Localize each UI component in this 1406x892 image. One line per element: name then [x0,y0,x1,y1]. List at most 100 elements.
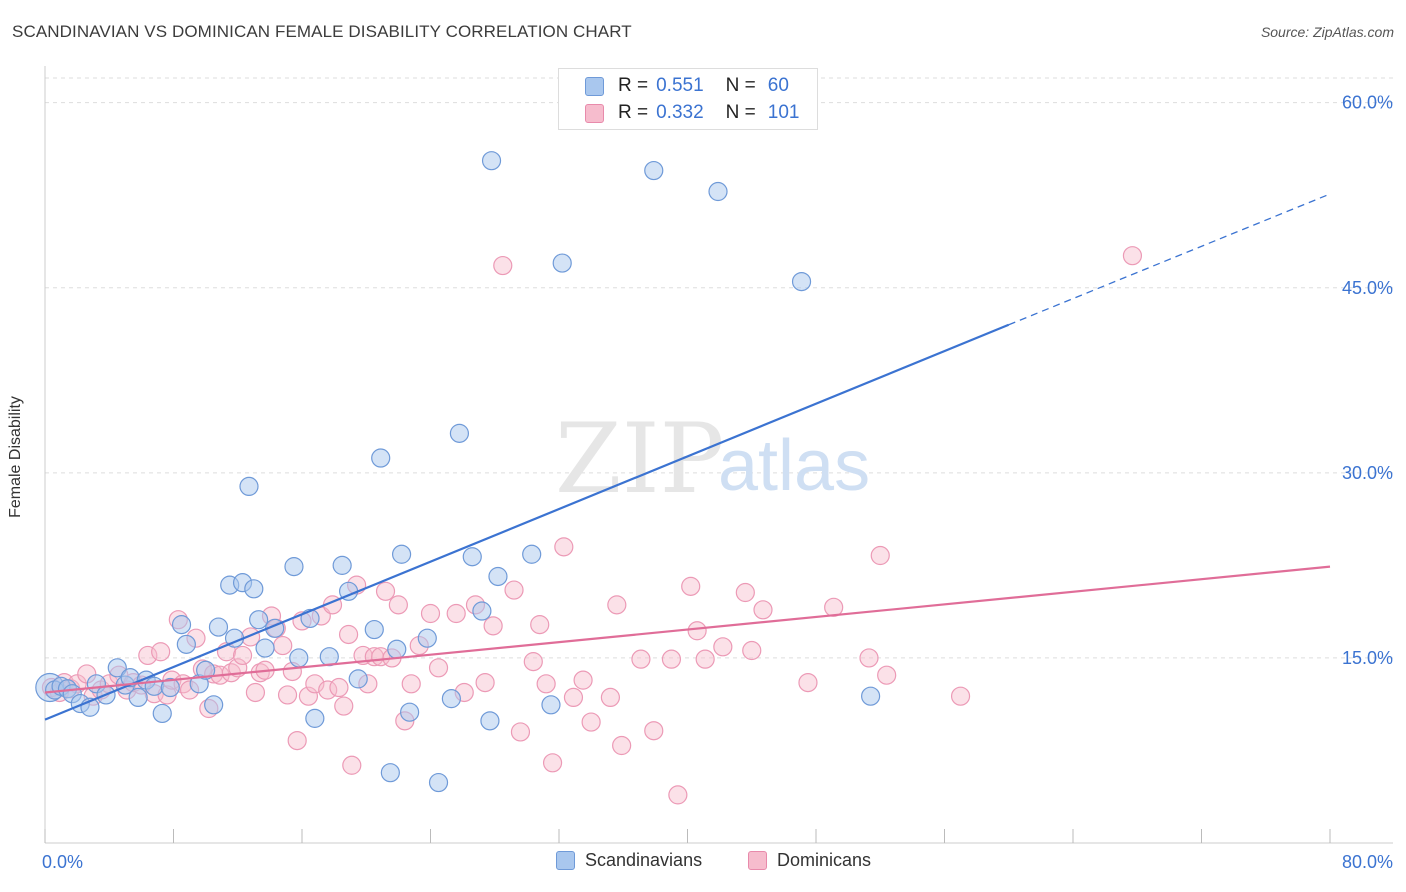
legend-swatch-blue [556,851,575,870]
dominicans-point [607,595,627,615]
dominicans-point [428,658,449,678]
watermark: ZIP atlas [555,403,870,515]
chart-title: SCANDINAVIAN VS DOMINICAN FEMALE DISABIL… [12,22,632,41]
scandinavians-point [160,677,180,698]
dominicans-point [950,686,971,706]
scandinavians-point [176,634,196,654]
dominicans-point [695,649,715,669]
dominicans-point [581,712,601,732]
scandinavians-point [239,476,259,497]
scandinavians-point [552,253,572,273]
grid-lines [45,77,1393,659]
legend-n-label: N = [725,75,756,96]
scandinavians-point [208,617,229,637]
scandinavians-point [255,638,275,658]
scandinavians-point [480,711,500,731]
dominicans-point [542,753,563,773]
scandinavians-point [861,686,881,706]
dominicans-point [401,674,421,694]
dominicans-point [668,785,688,805]
dominicans-point [573,670,593,690]
dominicans-point [138,645,158,666]
scandinavians-point [387,639,407,659]
scandinavians-point [144,676,164,696]
dominicans-point [504,580,524,600]
scandinavians-trend-extension [1008,193,1331,326]
scandinavians-point [400,702,420,722]
dominicans-point [329,677,349,698]
y-tick-label: 15.0% [1342,648,1393,668]
scandinavians-point [171,615,192,635]
dominicans-point [523,652,543,672]
y-tick-label: 45.0% [1342,278,1393,298]
dominicans-point [388,595,408,615]
correlation-legend: R = 0.551 N = 60 R = 0.332 N = 101 [558,68,818,130]
dominicans-points [41,246,1143,805]
dominicans-point [631,649,651,669]
legend-n-label: N = [725,102,756,123]
scandinavians-point [481,151,502,171]
dominicans-point [530,615,550,635]
legend-r-value: 0.551 [656,75,704,96]
dominicans-point [713,637,733,657]
dominicans-point [859,648,879,668]
dominicans-point [287,730,307,751]
dominicans-point [735,582,755,603]
dominicans-point [298,686,319,706]
watermark-atlas: atlas [718,426,870,506]
dominicans-trend-line [44,565,1331,694]
bottom-legend-scandinavians: Scandinavians [556,850,702,871]
dominicans-point [877,665,897,685]
legend-n-value: 101 [767,102,800,123]
x-tick-label-min: 0.0% [42,852,84,872]
dominicans-point [151,642,171,662]
y-tick-label: 60.0% [1342,93,1393,113]
scandinavians-point [289,648,309,668]
dominicans-point [612,735,632,756]
dominicans-point [318,680,338,700]
scandinavians-point [371,448,391,468]
dominicans-point [563,687,584,708]
scandinavians-point [204,695,224,715]
legend-label-dominicans: Dominicans [777,850,872,870]
scandinavians-point [417,628,437,648]
dominicans-point [870,545,890,566]
dominicans-point [334,696,354,716]
dominicans-point [232,645,253,666]
axes [44,66,1393,844]
scandinavians-point [541,695,561,715]
dominicans-point [277,685,298,705]
scandinavians-point [284,557,304,577]
dominicans-point [798,672,818,693]
scandinavians-point [128,687,148,708]
bottom-legend-dominicans: Dominicans [748,850,871,871]
scandinavians-point [244,579,264,599]
scandinavians-point [472,601,492,621]
dominicans-point [554,537,574,557]
scandinavians-point [364,619,384,640]
legend-r-label: R = [618,102,649,123]
scandinavians-point [791,271,812,292]
scandinavians-point [488,566,508,587]
dominicans-point [600,687,621,708]
dominicans-point [661,649,682,669]
trend-lines [44,193,1331,721]
y-axis-label: Female Disability [7,396,24,518]
legend-row-dominicans: R = 0.332 N = 101 [585,100,799,126]
scandinavians-point [522,544,542,564]
scandinavians-point [332,555,352,575]
legend-swatch-blue [585,76,604,96]
scandinavians-point [708,181,728,202]
scandinavians-point [428,772,449,793]
scandinavians-point [644,160,664,181]
scandinavians-point [391,544,412,564]
scandinavians-point [196,660,216,680]
scandinavians-point [305,708,325,728]
dominicans-point [273,635,293,656]
scandinavians-point [380,763,400,783]
legend-label-scandinavians: Scandinavians [585,850,703,870]
dominicans-point [245,682,266,703]
dominicans-point [475,672,495,693]
source-label: Source: ZipAtlas.com [1260,24,1394,40]
